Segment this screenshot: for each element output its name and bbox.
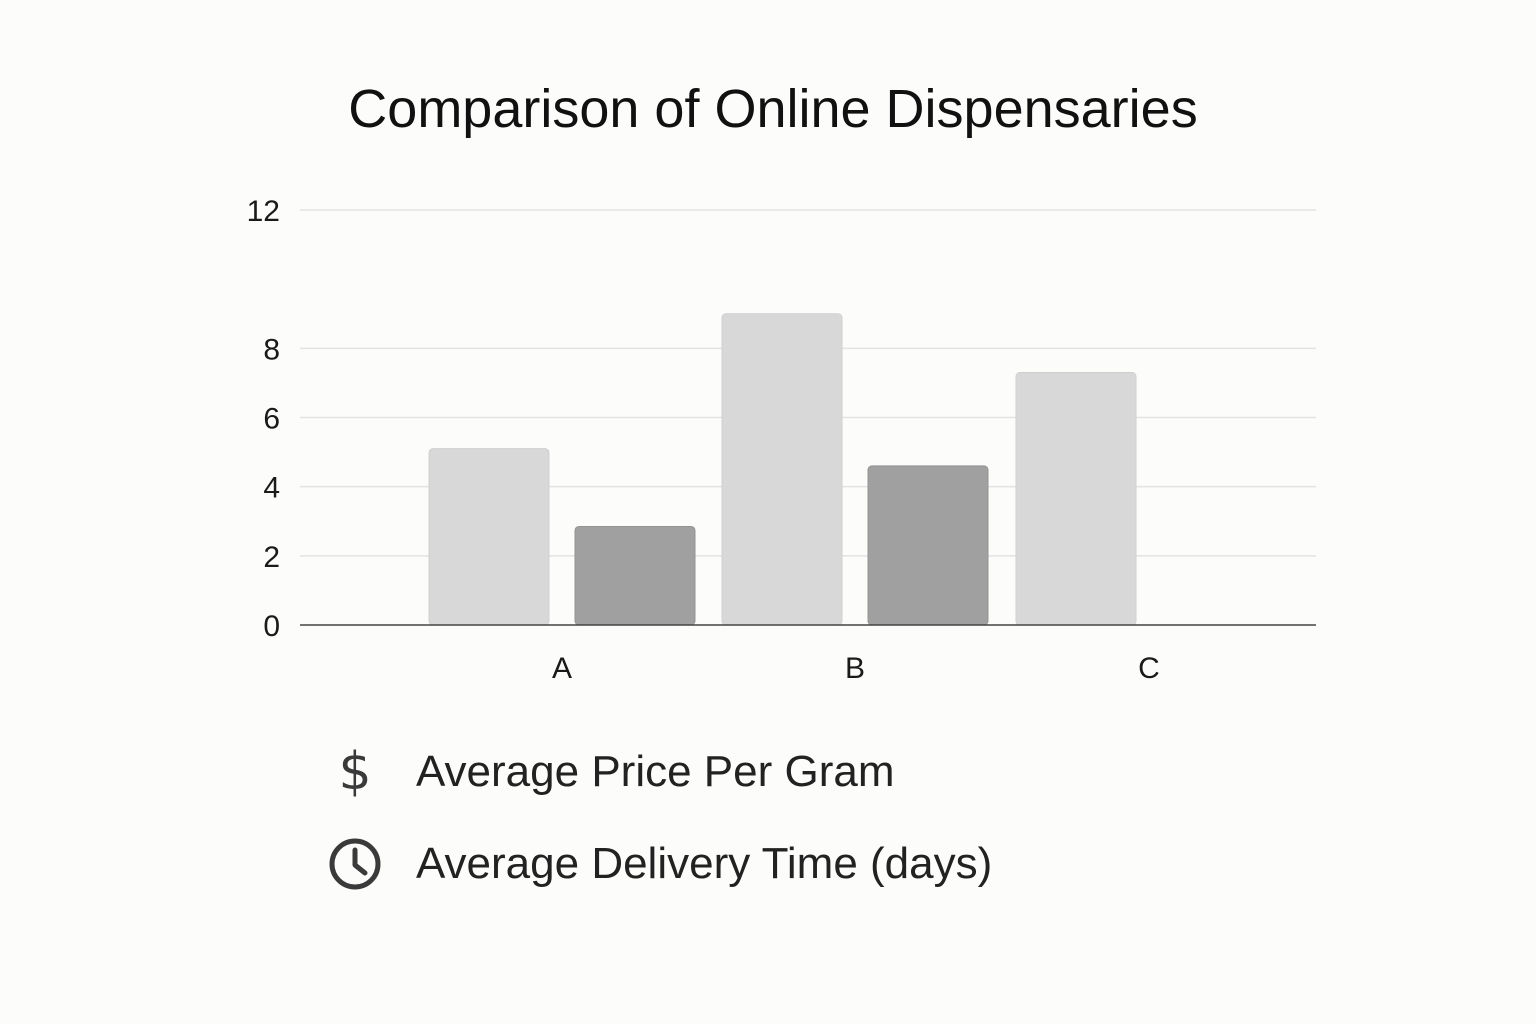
y-tick-label: 8 — [263, 333, 280, 366]
bar-a-series-1 — [574, 525, 696, 626]
y-tick-label: 6 — [263, 403, 280, 436]
bar-b-series-1 — [867, 465, 989, 626]
bar-a-series-0 — [428, 448, 550, 626]
bars — [428, 313, 1137, 626]
dollar-icon: $ — [338, 742, 372, 802]
legend-label-price: Average Price Per Gram — [416, 747, 895, 796]
y-tick-labels: 0 2 4 6 8 12 — [247, 195, 280, 643]
clock-icon — [326, 835, 384, 893]
legend: $ Average Price Per Gram Average Deliver… — [326, 740, 1226, 924]
bar-b-series-0 — [721, 313, 843, 626]
legend-item-delivery: Average Delivery Time (days) — [326, 832, 1226, 896]
chart-title: Comparison of Online Dispensaries — [348, 79, 1198, 139]
y-tick-label: 2 — [263, 541, 280, 574]
bar-c-series-0 — [1015, 372, 1137, 626]
y-tick-label: 0 — [263, 610, 280, 643]
y-tick-label: 12 — [247, 195, 280, 228]
x-tick-labels: A B C — [552, 652, 1160, 685]
x-tick-label-b: B — [845, 652, 865, 685]
bar-chart: 0 2 4 6 8 12 A B C — [247, 195, 1316, 685]
x-tick-label-a: A — [552, 652, 572, 685]
legend-item-price: $ Average Price Per Gram — [326, 740, 1226, 804]
legend-label-delivery: Average Delivery Time (days) — [416, 839, 993, 888]
x-tick-label-c: C — [1138, 652, 1160, 685]
y-tick-label: 4 — [263, 472, 280, 505]
